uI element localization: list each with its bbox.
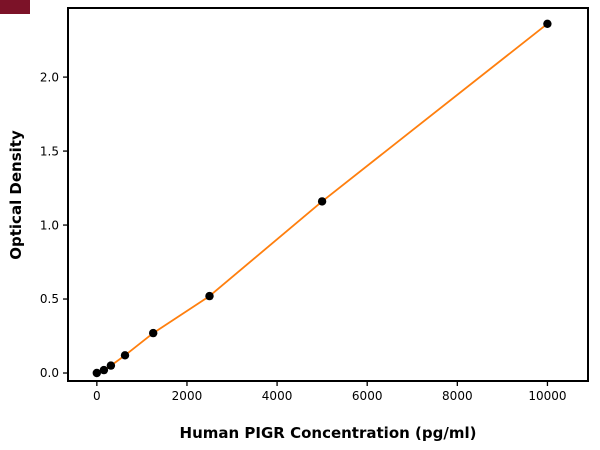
y-tick-label: 2.0	[40, 70, 59, 84]
data-point	[120, 351, 130, 360]
y-tick-label: 0.5	[40, 292, 59, 306]
x-tick-label: 2000	[172, 389, 203, 403]
y-axis-title: Optical Density	[7, 130, 25, 260]
data-point	[106, 361, 116, 370]
y-tick-label: 1.0	[40, 218, 59, 232]
plot-frame	[67, 7, 589, 382]
x-tick-label: 8000	[442, 389, 473, 403]
data-point	[317, 197, 327, 206]
data-point	[149, 328, 158, 338]
x-tick-label: 6000	[352, 389, 383, 403]
data-point	[99, 365, 109, 375]
y-tick-label: 1.5	[40, 144, 59, 158]
y-tick-label: 0.0	[40, 366, 59, 380]
x-tick-label: 4000	[262, 389, 293, 403]
x-tick-label: 10000	[528, 389, 566, 403]
x-axis-title: Human PIGR Concentration (pg/ml)	[179, 424, 477, 442]
data-point	[92, 368, 102, 378]
corner-artifact	[0, 0, 30, 14]
data-point	[543, 19, 552, 28]
x-tick-label: 0	[93, 389, 101, 403]
data-point	[205, 291, 214, 301]
